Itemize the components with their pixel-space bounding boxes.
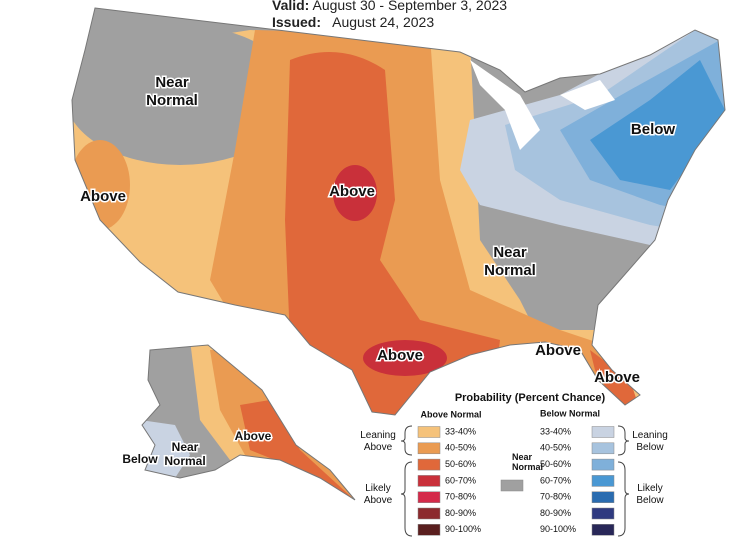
label-line: Above <box>377 347 423 364</box>
label: Below <box>631 121 676 138</box>
great-lakes <box>470 60 615 150</box>
brace <box>617 425 630 456</box>
legend-label: 90-100% <box>445 524 481 534</box>
label-line: Below <box>636 442 664 453</box>
label-line: Normal <box>512 462 543 472</box>
legend-label: 70-80% <box>540 492 571 502</box>
legend-label: 80-90% <box>445 508 476 518</box>
swatch <box>591 524 615 536</box>
swatch <box>591 491 615 503</box>
conus <box>72 8 725 415</box>
swatch <box>591 442 615 455</box>
legend-label: 33-40% <box>540 426 571 436</box>
legend-label: 60-70% <box>540 475 571 485</box>
label-line: Normal <box>146 92 198 109</box>
label: Likely Below <box>636 483 664 506</box>
label-line: Above <box>235 429 272 443</box>
label: Above <box>235 429 272 443</box>
region <box>363 340 447 376</box>
label-line: Above <box>594 369 640 386</box>
legend: Probability (Percent Chance) Above Norma… <box>360 392 668 537</box>
swatch <box>591 426 615 438</box>
label: Near Normal <box>484 244 536 279</box>
label-line: Below <box>636 495 664 506</box>
swatch <box>417 491 441 503</box>
region <box>240 400 355 500</box>
legend-label: 70-80% <box>445 492 476 502</box>
label-line: Normal <box>484 262 536 279</box>
label-line: Above <box>535 342 581 359</box>
legend-label: 90-100% <box>540 524 576 534</box>
label-line: Likely <box>365 483 391 494</box>
label: Below <box>122 452 158 466</box>
legend-label: 33-40% <box>445 426 476 436</box>
legend-label: 40-50% <box>540 443 571 453</box>
legend-heading: Above Normal <box>420 409 481 419</box>
label: Near Normal <box>164 440 205 468</box>
legend-heading: Below Normal <box>540 408 600 418</box>
brace <box>400 461 413 537</box>
brace <box>400 425 413 456</box>
swatch <box>417 507 441 520</box>
border <box>141 344 356 501</box>
swatch <box>417 475 441 487</box>
label: Leaning Below <box>632 430 668 453</box>
label-line: Above <box>364 495 393 506</box>
region <box>590 350 640 410</box>
label-line: Above <box>364 442 393 453</box>
swatch <box>417 458 441 471</box>
swatch <box>591 475 615 487</box>
label: Likely Above <box>364 483 393 506</box>
label-line: Leaning <box>360 430 396 441</box>
label: Near Normal <box>146 74 198 109</box>
region <box>142 420 190 478</box>
legend-label: 40-50% <box>445 443 476 453</box>
header-line: Valid: August 30 - September 3, 2023 <box>272 0 507 13</box>
label-line: Near <box>493 244 527 261</box>
label-line: Normal <box>164 454 205 468</box>
label: Above <box>329 183 375 200</box>
region <box>72 25 295 165</box>
swatch <box>417 442 441 455</box>
legend-label: 60-70% <box>445 475 476 485</box>
header-line: Issued: August 24, 2023 <box>272 14 434 30</box>
swatch <box>591 507 615 520</box>
label: Near Normal <box>512 452 543 472</box>
label-line: Near <box>155 74 189 91</box>
region <box>333 165 377 221</box>
label: Above <box>377 347 423 364</box>
label-line: Above <box>329 183 375 200</box>
label-line: Near <box>172 440 199 454</box>
border <box>71 7 726 416</box>
swatch <box>417 426 441 438</box>
brace <box>617 461 630 537</box>
label-line: Near <box>512 452 533 462</box>
label: Above <box>80 188 126 205</box>
region <box>72 140 130 230</box>
label-line: Likely <box>637 483 663 494</box>
label: Above <box>535 342 581 359</box>
label-line: Below <box>122 452 158 466</box>
swatch <box>500 479 524 492</box>
swatch <box>417 524 441 536</box>
region <box>285 52 500 415</box>
label: Leaning Above <box>360 430 396 453</box>
label-line: Leaning <box>632 430 668 441</box>
label: Above <box>594 369 640 386</box>
legend-label: 50-60% <box>540 459 571 469</box>
legend-title: Probability (Percent Chance) <box>455 392 606 404</box>
legend-label: 50-60% <box>445 459 476 469</box>
label-line: Below <box>631 121 676 138</box>
legend-label: 80-90% <box>540 508 571 518</box>
label-line: Above <box>80 188 126 205</box>
swatch <box>591 458 615 471</box>
